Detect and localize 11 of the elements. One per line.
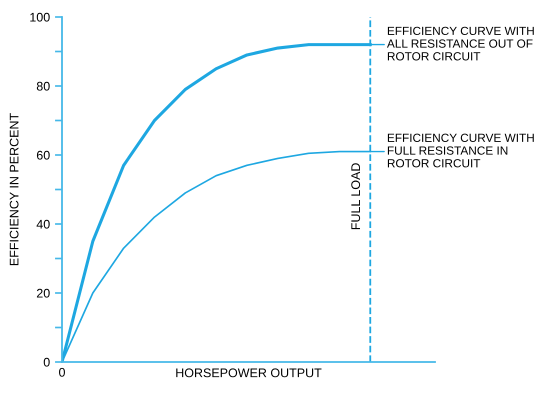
y-tick-label: 100 [30,12,50,22]
y-tick-label: 60 [36,150,50,160]
text: EFFICIENCY CURVE WITH FULL RESISTANCE IN ROTOR CIRCUIT [388,134,534,168]
x-axis-title: HORSEPOWER OUTPUT [176,368,322,378]
text: FULL LOAD [351,163,360,230]
y-tick-label: 0 [44,358,50,367]
y-tick-label: 40 [36,220,50,229]
y-tick-label: 20 [36,288,50,298]
y-axis-title: EFFICIENCY IN PERCENT [10,113,19,266]
text: EFFICIENCY CURVE WITH ALL RESISTANCE OUT OF ROTOR CIRCUIT [386,26,534,60]
y-tick-label: 80 [36,82,50,91]
